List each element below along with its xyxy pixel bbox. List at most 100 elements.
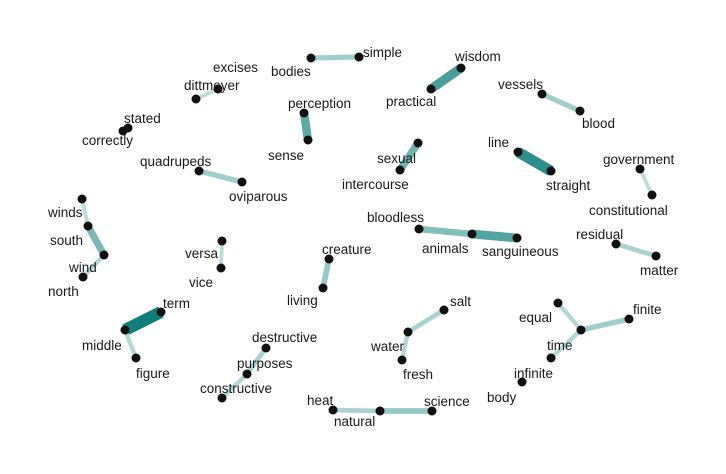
edge-bodies-simple [310,54,360,61]
node-south [83,221,93,231]
edge-salt-water [406,307,446,335]
node-figure [131,353,141,363]
node-label-sanguineous: sanguineous [482,244,559,259]
node-label-finite: finite [633,302,662,317]
node-living [318,283,328,293]
node-label-living: living [287,293,318,308]
node-sense [303,135,313,145]
node-winds [77,194,87,204]
node-animals [467,229,477,239]
node-practical [426,84,436,94]
node-label-water: water [370,339,405,354]
node-label-fresh: fresh [403,367,433,382]
node-label-salt: salt [450,294,471,309]
edge-finite-time [580,316,630,333]
node-vice [216,263,226,273]
node-label-north: north [48,284,79,299]
node-salt [439,305,449,315]
node-label-body: body [487,390,517,405]
edge-winds-south [80,198,90,227]
edge-heat-natural [332,407,381,414]
node-label-straight: straight [546,178,591,193]
node-label-animals: animals [422,241,469,256]
edge-animals-sanguineous [471,229,518,243]
node-label-residual: residual [576,227,623,242]
node-oviparous [237,177,247,187]
node-body [517,377,527,387]
edge-middle-figure [122,329,139,359]
edge-sexual-intercourse [396,140,422,173]
node-label-middle: middle [82,338,122,353]
node-label-quadrupeds: quadrupeds [140,154,212,169]
label-layer: bodies simple excises dittmeyer wisdom practi… [47,45,679,429]
node-perception [299,108,309,118]
node-label-wisdom: wisdom [454,49,501,64]
node-destructive [261,343,271,353]
node-label-blood: blood [582,116,615,131]
node-matter [651,251,661,261]
node-label-creature: creature [322,242,372,257]
node-water [403,327,413,337]
node-fresh [397,355,407,365]
node-label-intercourse: intercourse [342,177,409,192]
node-label-practical: practical [386,94,436,109]
edge-time-infinite [549,328,583,360]
node-layer [77,52,661,416]
node-constructive [217,393,227,403]
node-label-dittmeyer: dittmeyer [184,78,240,93]
node-wind [99,250,109,260]
node-label-heat: heat [307,393,334,408]
node-purposes [242,369,252,379]
node-label-vessels: vessels [498,77,543,92]
node-versa [217,236,227,246]
node-creature [324,254,334,264]
edge-term-middle [122,306,164,336]
node-term [156,307,166,317]
node-label-wind: wind [68,260,97,275]
edge-perception-sense [299,112,313,141]
node-straight [546,166,556,176]
node-dittmeyer [191,94,201,104]
node-residual [611,239,621,249]
node-time [576,325,586,335]
edge-destructive-purposes [245,346,268,376]
node-sanguineous [512,233,522,243]
node-science [427,406,437,416]
node-label-line: line [488,135,509,150]
node-bloodless [414,224,424,234]
node-government [635,164,645,174]
node-label-winds: winds [47,205,83,220]
node-label-correctly: correctly [82,133,133,148]
node-finite [624,314,634,324]
node-label-constructive: constructive [200,381,272,396]
node-sexual [413,138,423,148]
edge-versa-vice [219,240,224,269]
node-label-figure: figure [136,366,170,381]
node-label-oviparous: oviparous [229,189,288,204]
node-label-equal: equal [519,310,552,325]
node-blood [575,106,585,116]
edge-purposes-constructive [220,372,249,400]
edge-government-constitutional [638,168,654,196]
edge-south-wind [84,224,108,257]
node-heat [328,405,338,415]
node-equal [553,298,563,308]
node-middle [120,325,130,335]
node-label-matter: matter [640,263,679,278]
node-intercourse [395,165,405,175]
node-line [513,147,523,157]
node-label-science: science [424,394,470,409]
node-natural [375,406,385,416]
node-label-sexual: sexual [377,151,416,166]
edge-wisdom-practical [428,64,464,93]
node-label-constitutional: constitutional [589,203,668,218]
edge-water-fresh [399,331,411,361]
node-simple [354,52,364,62]
node-correctly [118,126,128,136]
node-wisdom [456,63,466,73]
node-excises [213,84,223,94]
node-label-stated: stated [124,111,161,126]
node-label-natural: natural [334,414,375,429]
